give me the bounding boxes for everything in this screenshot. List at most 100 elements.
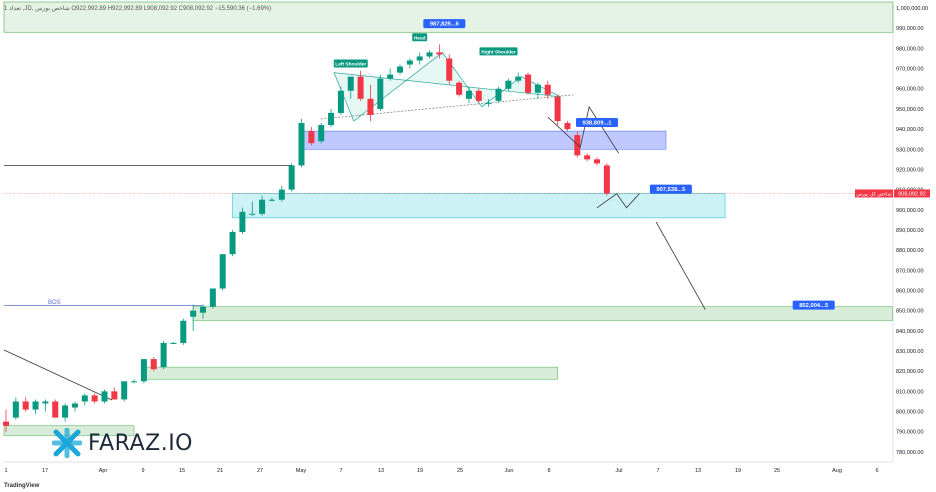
candle-up: [101, 391, 108, 402]
trend-line: [3, 349, 113, 401]
candle-up: [249, 213, 256, 215]
x-tick-label: 7: [656, 468, 659, 474]
current-price-name-tag: [855, 189, 893, 198]
candle-up: [318, 125, 325, 142]
candle-down: [436, 52, 443, 55]
y-tick-label: 820,000.00: [896, 369, 924, 375]
target-label-box: [423, 19, 466, 29]
candle-up: [81, 395, 88, 402]
candle-up: [406, 60, 413, 65]
y-tick-label: 880,000.00: [896, 248, 924, 254]
neckline: [320, 94, 574, 120]
pattern-label-box: [479, 47, 518, 56]
candle-up: [298, 123, 305, 166]
pattern-label: Left Shoulder: [335, 62, 366, 68]
pattern-label: Head: [414, 35, 426, 41]
candle-down: [594, 159, 600, 164]
zone-fvg: [301, 130, 667, 150]
x-tick-label: 19: [417, 468, 423, 474]
candle-up: [377, 78, 384, 109]
candle-up: [42, 401, 49, 404]
candle-up: [278, 189, 285, 200]
x-tick-label: Aug: [832, 468, 842, 474]
target-label: 938,809...1: [582, 121, 612, 127]
candle-up: [288, 165, 295, 190]
x-tick-label: 8: [547, 468, 550, 474]
projection-arrow: [655, 221, 706, 310]
projection-path: [596, 193, 640, 209]
pattern-label: Right Shoulder: [481, 49, 516, 55]
candle-down: [52, 401, 59, 418]
candle-up: [200, 306, 206, 313]
x-tick-label: 19: [735, 468, 741, 474]
zone-demand: [192, 306, 893, 322]
candle-down: [574, 135, 581, 156]
x-tick-label: Apr: [99, 468, 108, 474]
x-tick-label: 27: [257, 468, 263, 474]
y-tick-label: 930,000.00: [896, 147, 924, 153]
y-tick-label: 790,000.00: [896, 430, 924, 436]
x-tick-label: Jun: [505, 468, 514, 474]
candle-up: [209, 288, 216, 307]
x-tick-label: 25: [774, 468, 780, 474]
candle-up: [71, 403, 78, 408]
candle-down: [111, 391, 118, 400]
candle-up: [259, 199, 266, 214]
x-tick-label: 6: [875, 468, 878, 474]
x-tick-label: Jul: [615, 468, 622, 474]
candle-up: [485, 102, 492, 104]
ohlc-readout: 1 تعداد ,JD, شاخص بورس O922,992.89 H922,…: [4, 6, 272, 12]
candle-down: [456, 82, 463, 95]
y-tick-label: 940,000.00: [896, 127, 924, 133]
bos-label: BOS: [48, 300, 61, 306]
y-tick-label: 1,000,000.00: [896, 6, 928, 12]
candle-down: [544, 84, 551, 95]
candle-up: [397, 66, 403, 73]
y-tick-label: 860,000.00: [896, 289, 924, 295]
candle-up: [515, 76, 522, 81]
candle-down: [446, 58, 453, 81]
brand-logo: FARAZ.IO: [52, 428, 193, 458]
brand-name: FARAZ.IO: [88, 430, 193, 456]
y-tick-label: 870,000.00: [896, 268, 924, 274]
x-tick-label: 7: [339, 468, 342, 474]
candle-down: [22, 401, 29, 410]
candle-up: [131, 381, 138, 383]
target-label: 987,829...6: [430, 22, 460, 28]
candle-up: [12, 401, 19, 418]
candle-up: [505, 80, 512, 89]
candle-up: [387, 74, 394, 79]
x-tick-label: 13: [695, 468, 701, 474]
candle-down: [554, 96, 561, 122]
candle-up: [190, 310, 197, 317]
candle-up: [337, 90, 344, 113]
candle-down: [564, 123, 571, 130]
target-label-box: [649, 184, 692, 194]
target-label-box: [576, 118, 618, 128]
x-tick-label: 17: [42, 468, 48, 474]
target-label: 852,004...5: [799, 303, 829, 309]
candle-down: [525, 74, 532, 93]
candle-up: [121, 381, 128, 400]
y-tick-label: 890,000.00: [896, 228, 924, 234]
pattern-label-box: [333, 59, 368, 68]
y-tick-label: 970,000.00: [896, 67, 924, 73]
candle-up: [495, 88, 502, 101]
y-tick-label: 900,000.00: [896, 208, 924, 214]
y-tick-label: 830,000.00: [896, 349, 924, 355]
candle-down: [150, 359, 157, 370]
current-price-name: شاخص کل بورس: [856, 191, 891, 197]
y-tick-label: 990,000.00: [896, 26, 924, 32]
y-tick-label: 980,000.00: [896, 46, 924, 52]
candle-down: [308, 131, 315, 144]
x-tick-label: 13: [378, 468, 384, 474]
y-tick-label: 950,000.00: [896, 107, 924, 113]
candle-up: [32, 401, 39, 410]
candle-up: [62, 405, 69, 418]
candle-down: [367, 98, 374, 115]
candle-up: [465, 90, 472, 99]
y-tick-label: 840,000.00: [896, 329, 924, 335]
y-tick-label: 920,000.00: [896, 167, 924, 173]
